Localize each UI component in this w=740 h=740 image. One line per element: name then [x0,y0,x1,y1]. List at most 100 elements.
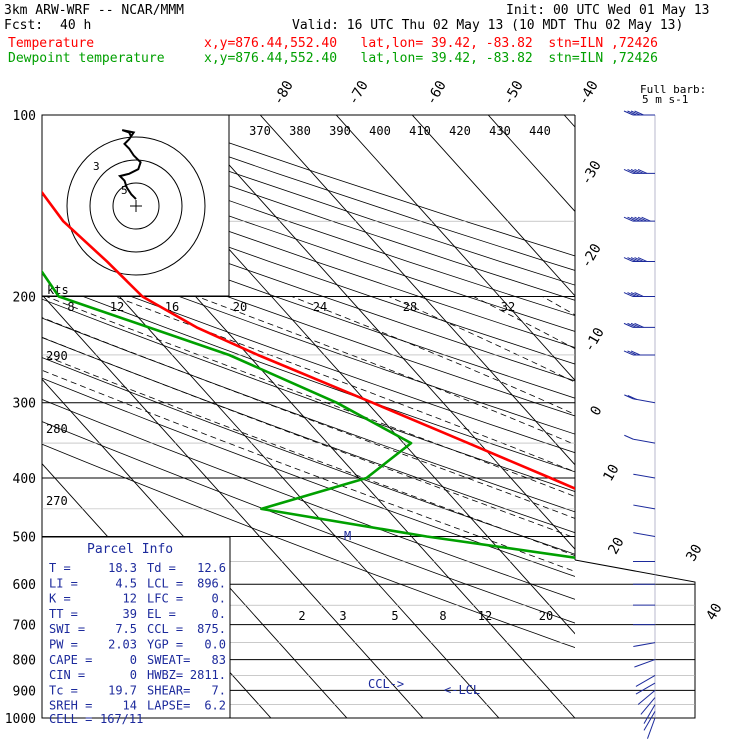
wind-barb [637,690,656,705]
wind-barb-flag [623,257,634,263]
pressure-label: 300 [13,397,36,412]
mixing-ratio-line [721,584,740,718]
hodograph-ring [112,182,160,230]
parcel-info-box: Parcel Info T = 18.3 Td = 12.6 LI = 4.5 LCL = 89… [41,536,231,726]
isotherm-line [411,115,575,297]
wind-barb-flag [627,395,638,400]
parcel-key: HWBZ= [147,668,183,682]
parcel-key: SHEAR= [147,683,190,697]
wind-barb-flag [634,168,644,174]
parcel-value: 18.3 [108,561,137,575]
side-temperature-label: 290 [46,349,68,363]
parcel-key: CCL = [147,622,183,636]
wind-barb [633,473,656,479]
isotherm-label: 30 [683,542,705,565]
pressure-label: 900 [13,684,36,699]
parcel-value: 0. [212,607,226,621]
wind-barb-flag [627,350,637,356]
parcel-key: PW = [49,638,78,652]
wind-barb [633,642,656,647]
parcel-key: TT = [49,607,78,621]
wind-barb-flag [641,216,651,222]
mixing-ratio-label: 8 [439,609,446,623]
parcel-key: K = [49,592,71,606]
hodograph-speed-label: 12 [110,300,124,314]
sounding-traces [42,190,575,559]
parcel-key: LFC = [147,592,183,606]
wind-barb-flag [624,394,634,400]
isotherm-line [42,378,348,718]
wind-barb [634,659,656,668]
legend-dewpoint: Dewpoint temperature [8,51,165,66]
moist-adiabat [42,317,575,519]
parcel-key: T = [49,561,71,575]
parcel-value: 39 [123,607,137,621]
barb-legend-units: 5 m s-1 [642,93,688,106]
parcel-value: 0.0 [204,638,226,652]
hodograph-ring [89,159,183,253]
wind-barb [647,717,656,739]
parcel-value: 4.5 [115,576,137,590]
isotherm-label: -30 [578,158,605,188]
wind-barb-flag [637,168,648,174]
isotherm-line [42,294,424,718]
parcel-key: YGP = [147,638,183,652]
parcel-value: 2.03 [108,638,137,652]
wind-barb-flag [630,216,641,222]
theta-label: 430 [489,124,511,138]
theta-label: 390 [329,124,351,138]
parcel-value: 2811. [190,668,226,682]
pressure-label: 500 [13,530,36,545]
parcel-key: Td = [147,561,176,575]
wind-barb [633,504,656,510]
parcel-value: 0 [130,653,137,667]
forecast-hour: 40 h [60,18,92,33]
forecast-label: Fcst: [4,18,44,33]
wind-barb-flag [630,292,641,297]
wind-barb-flag [634,257,644,263]
mixing-ratio-label: 5 [391,609,398,623]
wind-barb-flag [637,216,648,222]
valid-time: Valid: 16 UTC Thu 02 May 13 (10 MDT Thu … [292,18,684,33]
hodograph-ring-label: 5 [121,184,128,197]
pressure-label: 100 [13,109,36,124]
mixing-ratio-label: 3 [339,609,346,623]
moist-adiabat [42,369,575,572]
parcel-box [41,536,231,719]
pressure-label: 200 [13,291,36,306]
wind-barb-flag [627,292,637,297]
mixing-ratio-label: 12 [478,609,492,623]
parcel-key: LCL = [147,576,183,590]
wind-barb-flag [630,322,641,328]
wind-barb-flag [623,216,634,222]
wind-barb [633,398,656,404]
init-time: Init: 00 UTC Wed 01 May 13 [506,3,710,18]
theta-label: 410 [409,124,431,138]
parcel-key: SWI = [49,622,85,636]
lcl-label: <-LCL [444,683,480,697]
hodograph-speed-label: 28 [403,300,417,314]
moist-adiabat [473,296,575,350]
legend-temperature-info: x,y=876.44,552.40 lat,lon= 39.42, -83.82… [204,36,658,51]
pressure-label: 700 [13,619,36,634]
isotherm-line [487,115,575,213]
parcel-key: Tc = [49,683,78,697]
wind-barb [640,697,656,715]
parcel-key: LI = [49,576,78,590]
pressure-label: 400 [13,472,36,487]
model-title: 3km ARW-WRF -- NCAR/MMM [4,3,185,18]
isotherm-label: -80 [270,78,297,108]
hodograph-trace [117,129,142,200]
parcel-value: 7.5 [115,622,137,636]
theta-label: 400 [369,124,391,138]
wind-barb [643,704,656,724]
isotherm-label: -50 [500,78,527,108]
hodograph-ring-label: 3 [93,160,100,173]
isotherm-label: -10 [581,325,608,355]
legend-temperature: Temperature [8,36,95,51]
isotherm-label: -40 [575,78,602,108]
pressure-label: 600 [13,578,36,593]
isotherm-label: 40 [703,601,725,624]
parcel-key: CIN = [49,668,85,682]
